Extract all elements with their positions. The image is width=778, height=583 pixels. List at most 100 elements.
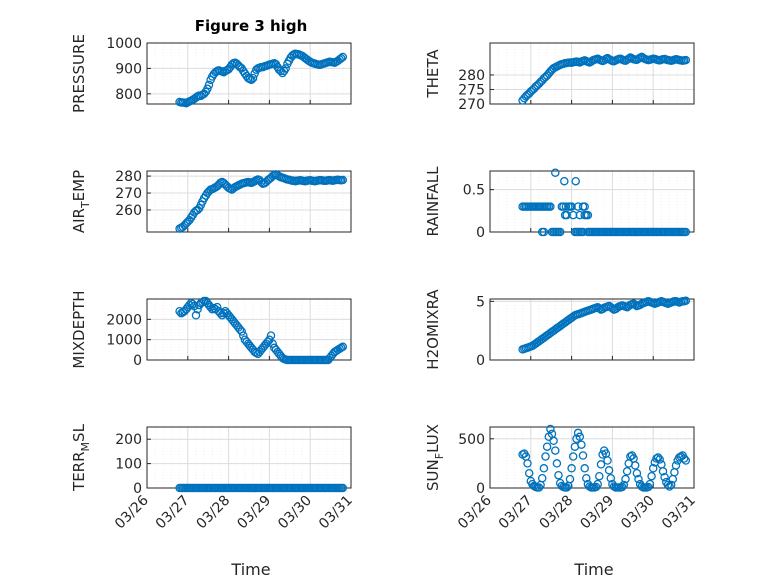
data-point <box>336 343 346 353</box>
data-point <box>606 473 616 483</box>
y-axis-label-text: TERR <box>70 451 88 492</box>
x-tick-label: 03/27 <box>153 493 193 533</box>
y-axis-label: AIRTEMP <box>70 170 92 233</box>
y-tick-label: 0 <box>476 225 485 241</box>
y-tick-label: 270 <box>115 186 142 202</box>
y-tick-label: 100 <box>115 457 142 473</box>
y-tick-label: 0 <box>476 353 485 369</box>
data-point <box>338 175 348 185</box>
axes-frame <box>146 42 352 105</box>
y-tick-label: 280 <box>458 68 485 84</box>
data-point <box>565 474 575 484</box>
y-axis-label-text: AIR <box>70 208 88 233</box>
y-tick-label: 2000 <box>106 312 142 328</box>
data-point <box>632 468 642 478</box>
y-axis-label-text: SUN <box>424 459 442 491</box>
axes-frame <box>489 298 695 361</box>
data-point <box>524 468 534 478</box>
x-tick-label: 03/26 <box>112 492 152 532</box>
data-point <box>575 432 585 442</box>
data-point <box>634 474 643 484</box>
data-point <box>583 210 593 220</box>
data-point <box>621 474 630 484</box>
data-point <box>219 308 228 318</box>
data-point <box>571 176 580 186</box>
data-point <box>660 472 669 482</box>
figure-title: Figure 3 high <box>195 17 308 35</box>
data-point <box>596 460 606 469</box>
data-point <box>247 75 256 85</box>
data-point <box>567 464 576 473</box>
x-tick-label: 03/30 <box>618 493 658 533</box>
plot-area <box>489 42 695 105</box>
data-point <box>281 64 290 73</box>
data-point <box>546 424 555 434</box>
y-tick-label: 0 <box>133 353 142 369</box>
data-point <box>539 464 549 473</box>
data-point <box>541 452 550 461</box>
data-point <box>561 202 571 211</box>
data-point <box>647 471 656 481</box>
axes-mixdepth: 0 1000 2000 MIXDEPTH <box>70 290 352 369</box>
y-axis-label-text: RAINFALL <box>424 166 442 237</box>
y-axis-label-rest: EMP <box>70 170 88 201</box>
data-point <box>648 464 658 473</box>
data-point <box>665 482 674 491</box>
data-point <box>562 210 571 220</box>
data-point <box>537 473 547 483</box>
data-point <box>560 176 569 186</box>
data-point <box>237 327 246 336</box>
axes-rainfall: 0 0.5 RAINFALL <box>424 166 695 241</box>
axes-sun-flux: 0 500 03/26 03/27 03/28 03/29 03/30 03/31 SUNFLU… <box>424 424 699 532</box>
y-tick-label: 0 <box>476 481 485 497</box>
y-axis-label-subscript: F <box>433 453 446 459</box>
data-point <box>598 450 607 459</box>
axes-h2omixra: 0 5 H2OMIXRA <box>424 289 695 370</box>
data-point <box>552 459 562 468</box>
data-point <box>568 452 578 461</box>
axes-pressure: 800 900 1000 PRESSURE <box>70 34 352 113</box>
y-axis-label-text: H2OMIXRA <box>424 289 442 370</box>
data-point <box>593 479 602 489</box>
data-point <box>630 461 640 470</box>
data-point <box>619 480 629 490</box>
data-point <box>681 456 691 465</box>
data-point <box>582 473 591 483</box>
data-point <box>681 55 691 65</box>
data-point <box>546 202 555 211</box>
data-point <box>549 436 558 446</box>
data-point <box>679 454 689 463</box>
y-axis-label: THETA <box>424 49 442 99</box>
data-point <box>191 311 201 320</box>
data-point <box>338 483 348 493</box>
y-axis-label-rest: SL <box>70 423 88 442</box>
x-axis-label-left: Time <box>230 560 270 579</box>
y-axis-label-subscript: T <box>79 201 92 209</box>
data-point <box>203 84 212 94</box>
y-axis-label: H2OMIXRA <box>424 289 442 370</box>
x-tick-label: 03/30 <box>275 493 315 533</box>
data-point <box>562 483 571 492</box>
x-tick-label: 03/26 <box>455 492 495 532</box>
data-point <box>523 459 532 468</box>
y-tick-label: 260 <box>115 203 142 219</box>
y-tick-label: 275 <box>458 82 485 98</box>
y-axis-label-subscript: M <box>79 442 92 452</box>
y-axis-label-text: THETA <box>424 49 442 99</box>
x-tick-label: 03/28 <box>194 493 234 533</box>
axes-terr-msl: 0 100 200 03/26 03/27 03/28 03/29 03/30 03/31 TER… <box>70 423 356 532</box>
y-axis-label: PRESSURE <box>70 34 88 113</box>
data-point <box>336 54 346 63</box>
data-point <box>645 479 655 489</box>
data-point <box>604 466 614 475</box>
y-tick-label: 1000 <box>106 36 142 52</box>
data-point <box>551 446 560 455</box>
y-axis-label: TERRMSL <box>70 423 92 492</box>
data-point <box>681 227 691 237</box>
data-point <box>555 227 565 237</box>
data-point <box>266 331 276 340</box>
y-tick-label: 5 <box>476 294 485 310</box>
data-point <box>554 470 563 480</box>
data-point <box>580 202 589 211</box>
axes-frame <box>146 298 352 361</box>
